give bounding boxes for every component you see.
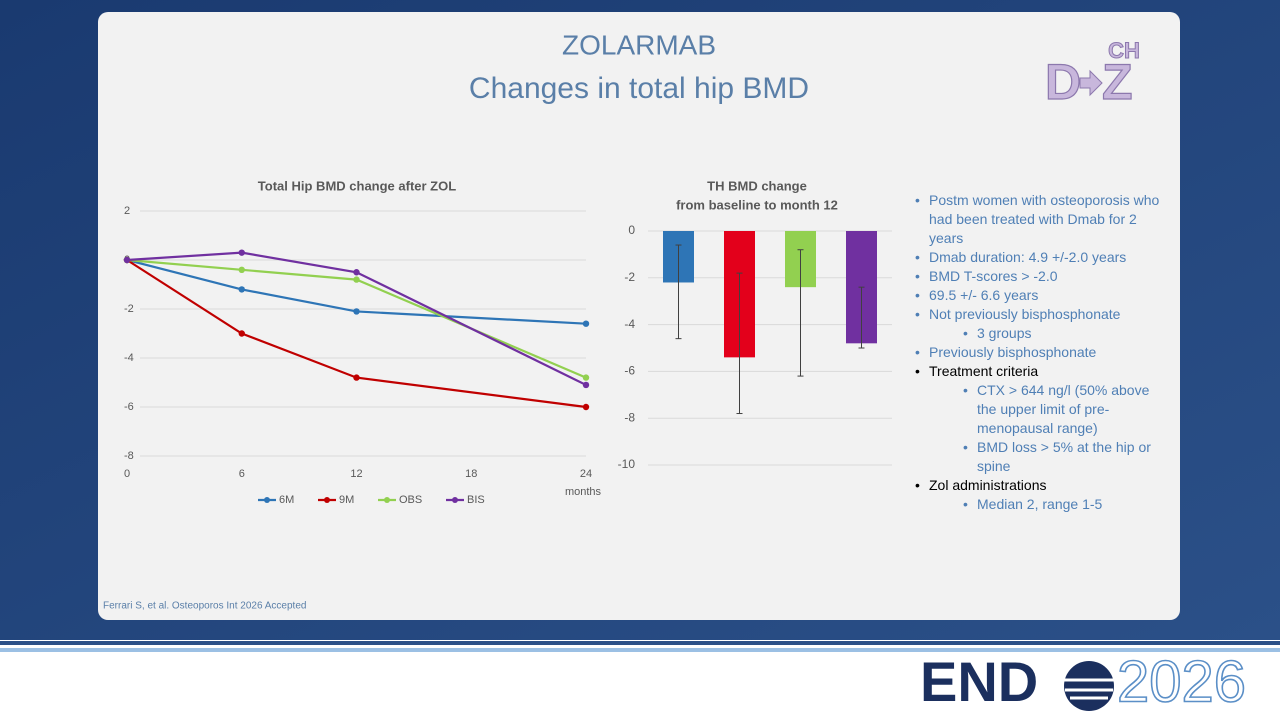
data-point <box>353 308 360 315</box>
logo-left: D <box>1045 54 1081 110</box>
bullet-item: • Treatment criteria <box>913 362 1165 381</box>
bullet-dot: • <box>963 496 968 512</box>
y-tick-label: -8 <box>124 450 134 462</box>
footer-line <box>0 641 1280 645</box>
bullet-dot: • <box>915 344 920 360</box>
logo-arrow <box>1079 69 1103 97</box>
legend-marker <box>452 497 458 503</box>
bullet-text: Not previously bisphosphonate <box>929 306 1121 322</box>
data-point <box>353 276 360 283</box>
y-tick-label: -2 <box>124 303 134 315</box>
slide-panel <box>98 12 1180 620</box>
bullet-text: Dmab duration: 4.9 +/-2.0 years <box>929 249 1127 265</box>
data-point <box>582 403 590 411</box>
y-tick-label: -10 <box>618 457 636 471</box>
bullet-list: • Postm women with osteoporosis who had b… <box>913 191 1165 514</box>
y-tick-label: 2 <box>124 205 130 217</box>
chart-title: Total Hip BMD change after ZOL <box>258 178 456 193</box>
x-tick-label: 0 <box>124 468 130 480</box>
logo-right: Z <box>1102 54 1133 110</box>
legend-label: 6M <box>279 494 294 506</box>
y-tick-label: -2 <box>624 270 635 284</box>
x-tick-label: 12 <box>350 468 362 480</box>
bullet-text: Median 2, range 1-5 <box>977 496 1103 512</box>
data-point <box>123 256 131 264</box>
bullet-dot: • <box>915 287 920 303</box>
bullet-dot: • <box>915 363 920 379</box>
x-axis-label: months <box>565 486 602 498</box>
bullet-text: 3 groups <box>977 325 1032 341</box>
bullet-text: 69.5 +/- 6.6 years <box>929 287 1039 303</box>
bullet-dot: • <box>915 192 920 208</box>
bullet-dot: • <box>963 382 968 398</box>
bullet-item: • Dmab duration: 4.9 +/-2.0 years <box>913 248 1165 267</box>
x-tick-label: 18 <box>465 468 477 480</box>
bullet-text: Previously bisphosphonate <box>929 344 1097 360</box>
data-point <box>353 374 360 381</box>
bullet-item: • Postm women with osteoporosis who had b… <box>913 191 1165 248</box>
data-point <box>238 286 245 293</box>
slide-title: ZOLARMAB <box>562 29 716 60</box>
y-tick-label: -4 <box>624 317 635 331</box>
y-tick-label: -4 <box>124 352 134 364</box>
series-line <box>126 251 587 386</box>
bullet-item: • Previously bisphosphonate <box>913 343 1165 362</box>
bullet-text: BMD T-scores > -2.0 <box>929 268 1058 284</box>
bullet-text: Treatment criteria <box>929 363 1039 379</box>
bullet-item: • 3 groups <box>913 324 1165 343</box>
data-point <box>582 381 590 389</box>
data-point <box>238 249 245 256</box>
footer-line <box>0 648 1280 652</box>
legend-marker <box>384 497 390 503</box>
data-point <box>582 374 590 381</box>
bullet-item: • Zol administrations <box>913 476 1165 495</box>
y-tick-label: 0 <box>628 223 635 237</box>
bullet-text: Zol administrations <box>929 477 1047 493</box>
legend-label: BIS <box>467 494 485 506</box>
data-point <box>582 320 590 327</box>
bullet-item: • Not previously bisphosphonate <box>913 305 1165 324</box>
slide-subtitle: Changes in total hip BMD <box>469 72 809 105</box>
legend-marker <box>264 497 270 503</box>
bullet-dot: • <box>915 268 920 284</box>
bullet-dot: • <box>963 439 968 455</box>
legend-label: 9M <box>339 494 354 506</box>
footer-globe <box>1064 661 1114 711</box>
x-tick-label: 24 <box>580 468 592 480</box>
bullet-item: • CTX > 644 ng/l (50% above the upper lim… <box>913 381 1165 438</box>
bullet-item: • 69.5 +/- 6.6 years <box>913 286 1165 305</box>
footer-brand: END <box>920 650 1038 713</box>
bullet-dot: • <box>963 325 968 341</box>
y-tick-label: -6 <box>624 364 635 378</box>
bullet-item: • BMD T-scores > -2.0 <box>913 267 1165 286</box>
chart-title: TH BMD change <box>707 178 807 193</box>
bullet-text: Postm women with osteoporosis who had be… <box>929 192 1160 246</box>
series-line <box>126 259 587 409</box>
bullet-text: BMD loss > 5% at the hip or spine <box>977 439 1151 474</box>
bullet-item: • Median 2, range 1-5 <box>913 495 1165 514</box>
legend-label: OBS <box>399 494 422 506</box>
series-line <box>126 258 587 325</box>
logo-top: CH <box>1108 38 1140 63</box>
data-point <box>238 330 245 337</box>
bullet-dot: • <box>915 477 920 493</box>
bullet-dot: • <box>915 249 920 265</box>
x-tick-label: 6 <box>239 468 245 480</box>
bullet-text: CTX > 644 ng/l (50% above the upper limi… <box>977 382 1150 436</box>
legend-marker <box>324 497 330 503</box>
y-tick-label: -6 <box>124 401 134 413</box>
data-point <box>238 266 245 273</box>
chart-subtitle: from baseline to month 12 <box>676 197 838 212</box>
bullet-item: • BMD loss > 5% at the hip or spine <box>913 438 1165 476</box>
y-tick-label: -8 <box>624 410 635 424</box>
bullet-dot: • <box>915 306 920 322</box>
citation: Ferrari S, et al. Osteoporos Int 2026 Ac… <box>103 601 306 612</box>
data-point <box>353 269 360 276</box>
footer-year: 2026 <box>1117 649 1246 714</box>
